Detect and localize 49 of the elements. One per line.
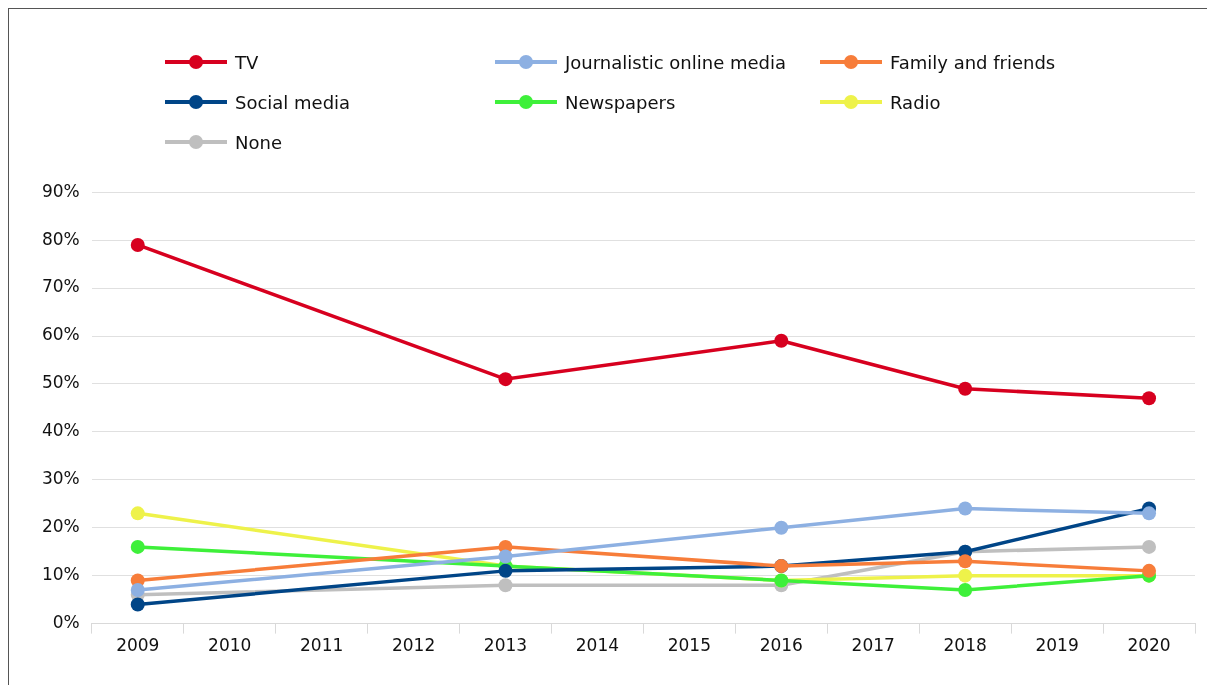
point: [498, 549, 513, 564]
point: [774, 333, 789, 348]
x-tick-label: 2020: [1127, 635, 1171, 656]
x-tick-label: 2017: [851, 635, 895, 656]
point: [130, 597, 145, 612]
y-tick-label: 50%: [41, 372, 80, 393]
x-tick-label: 2011: [299, 635, 344, 656]
x-tick-label: 2019: [1035, 635, 1079, 656]
y-tick-label: 10%: [41, 564, 80, 585]
x-tick-label: 2013: [483, 635, 528, 656]
x-tick-label: 2018: [943, 635, 987, 656]
x-tick-label: 2016: [759, 635, 803, 656]
legend-label: TV: [235, 51, 259, 73]
x-tick-label: 2014: [575, 635, 620, 656]
y-tick-label: 40%: [41, 420, 80, 441]
point: [498, 563, 513, 578]
point: [498, 578, 513, 593]
y-tick-label: 70%: [41, 276, 80, 297]
x-tick-label: 2010: [208, 635, 252, 656]
point: [498, 372, 513, 387]
point: [958, 381, 973, 396]
point: [1142, 391, 1157, 406]
y-tick-label: 60%: [41, 324, 80, 345]
x-tick-label: 2012: [391, 635, 436, 656]
point: [1142, 563, 1157, 578]
x-tick-label: 2009: [116, 635, 160, 656]
legend-label: None: [235, 131, 282, 153]
point: [958, 583, 973, 598]
y-tick-label: 80%: [41, 228, 80, 249]
legend-label: Journalistic online media: [565, 51, 787, 73]
point: [130, 583, 145, 598]
point: [958, 568, 973, 583]
y-tick-label: 0%: [52, 612, 80, 633]
legend-label: Radio: [890, 91, 941, 113]
legend-label: Newspapers: [565, 91, 676, 113]
y-tick-label: 30%: [41, 468, 80, 489]
legend-label: Social media: [235, 91, 351, 113]
x-tick-label: 2015: [667, 635, 711, 656]
legend-label: Family and friends: [890, 51, 1056, 73]
point: [958, 501, 973, 516]
point: [1142, 539, 1157, 554]
point: [130, 539, 145, 554]
point: [130, 237, 145, 252]
point: [1142, 506, 1157, 521]
point: [130, 506, 145, 521]
y-tick-label: 90%: [41, 180, 80, 201]
y-tick-label: 20%: [41, 516, 80, 537]
point: [958, 554, 973, 569]
point: [774, 520, 789, 535]
